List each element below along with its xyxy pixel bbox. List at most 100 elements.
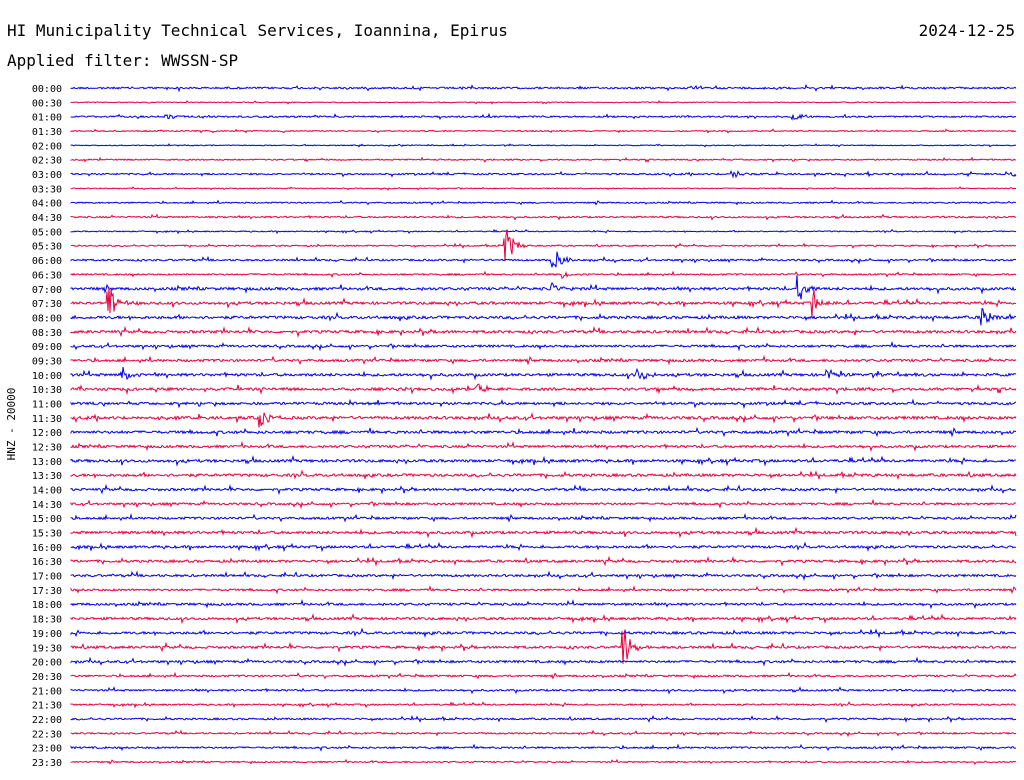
date-label: 2024-12-25 <box>919 21 1015 40</box>
row-time-label: 17:30 <box>32 586 62 597</box>
seismic-trace-row <box>70 627 1017 639</box>
seismic-trace-row <box>70 526 1017 539</box>
row-time-label: 03:00 <box>32 170 62 181</box>
row-time-label: 08:00 <box>32 313 62 324</box>
row-time-label: 18:30 <box>32 615 62 626</box>
seismic-trace-row <box>70 701 1017 709</box>
row-time-label: 13:00 <box>32 457 62 468</box>
row-time-label: 12:00 <box>32 428 62 439</box>
row-time-label: 15:30 <box>32 529 62 540</box>
row-time-label: 19:30 <box>32 643 62 654</box>
seismic-trace-row <box>70 383 1017 396</box>
seismic-trace-row <box>70 454 1016 467</box>
row-time-label: 11:00 <box>32 399 62 410</box>
row-time-label: 02:00 <box>32 141 62 152</box>
seismic-trace-row <box>70 270 1017 279</box>
row-time-label: 18:00 <box>32 600 62 611</box>
seismic-trace-row <box>70 758 1017 765</box>
row-time-label: 10:30 <box>32 385 62 396</box>
seismic-trace-row <box>70 169 1017 179</box>
seismic-trace-row <box>70 629 1017 664</box>
seismic-trace-row <box>70 142 1017 148</box>
row-time-label: 03:30 <box>32 184 62 195</box>
seismic-trace-row <box>70 498 1017 510</box>
row-time-label: 13:30 <box>32 471 62 482</box>
row-time-label: 01:00 <box>32 113 62 124</box>
row-time-label: 20:00 <box>32 658 62 669</box>
seismic-trace-row <box>70 398 1016 410</box>
row-time-label: 14:00 <box>32 486 62 497</box>
seismic-trace-row <box>70 512 1017 523</box>
row-time-label: 08:30 <box>32 328 62 339</box>
row-time-label: 21:30 <box>32 701 62 712</box>
row-time-label: 23:30 <box>32 758 62 769</box>
seismic-trace-row <box>70 743 1017 752</box>
row-time-label: 17:00 <box>32 572 62 583</box>
seismic-trace-row <box>70 251 1017 268</box>
seismic-trace-row <box>70 613 1017 625</box>
channel-axis-label: HNZ - 20000 <box>5 388 18 461</box>
row-time-label: 04:00 <box>32 199 62 210</box>
filter-label: Applied filter: WWSSN-SP <box>7 51 238 70</box>
seismic-trace-row <box>70 469 1017 481</box>
row-time-label: 05:30 <box>32 242 62 253</box>
row-time-label: 06:00 <box>32 256 62 267</box>
seismic-trace-row <box>70 274 1017 300</box>
seismic-trace-row <box>70 156 1017 163</box>
row-time-label: 12:30 <box>32 443 62 454</box>
seismic-trace-row <box>70 541 1017 553</box>
time-axis-labels: 00:00 00:30 01:00 01:30 02:00 02:30 03:00 03:30… <box>32 84 62 769</box>
seismic-trace-row <box>70 229 1017 262</box>
seismic-trace-row <box>70 112 1017 121</box>
seismic-trace-row <box>70 228 1017 235</box>
row-time-label: 05:00 <box>32 227 62 238</box>
seismic-trace-row <box>70 307 1017 326</box>
seismic-trace-row <box>70 671 1017 680</box>
seismic-trace-row <box>70 729 1017 738</box>
row-time-label: 20:30 <box>32 672 62 683</box>
seismic-trace-row <box>70 340 1017 352</box>
seismic-trace-row <box>70 570 1017 582</box>
row-time-label: 11:30 <box>32 414 62 425</box>
row-time-label: 14:30 <box>32 500 62 511</box>
seismic-trace-row <box>70 325 1017 338</box>
row-time-label: 10:00 <box>32 371 62 382</box>
seismic-trace-row <box>70 287 1017 318</box>
seismic-trace-row <box>70 83 1017 93</box>
seismic-trace-row <box>70 199 1017 206</box>
seismic-trace-row <box>70 484 1017 496</box>
seismic-trace-row <box>70 100 1017 105</box>
seismic-trace-row <box>70 440 1017 452</box>
row-time-label: 19:00 <box>32 629 62 640</box>
row-time-label: 00:30 <box>32 98 62 109</box>
row-time-label: 16:00 <box>32 543 62 554</box>
row-time-label: 06:30 <box>32 270 62 281</box>
seismic-trace-row <box>70 686 1017 695</box>
row-time-label: 15:00 <box>32 514 62 525</box>
seismic-trace-row <box>70 555 1017 567</box>
row-time-label: 04:30 <box>32 213 62 224</box>
row-time-label: 23:00 <box>32 744 62 755</box>
row-time-label: 22:30 <box>32 729 62 740</box>
row-time-label: 21:00 <box>32 686 62 697</box>
seismic-trace-row <box>70 585 1017 595</box>
seismic-trace-row <box>70 354 1017 366</box>
row-time-label: 01:30 <box>32 127 62 138</box>
seismic-trace-row <box>70 714 1017 724</box>
row-time-label: 09:30 <box>32 356 62 367</box>
row-time-label: 02:30 <box>32 156 62 167</box>
row-time-label: 09:00 <box>32 342 62 353</box>
row-time-label: 07:00 <box>32 285 62 296</box>
row-time-label: 16:30 <box>32 557 62 568</box>
seismic-trace-row <box>70 366 1016 381</box>
seismic-traces <box>70 83 1017 765</box>
seismic-trace-row <box>70 426 1017 438</box>
seismic-trace-row <box>70 412 1017 428</box>
seismic-trace-row <box>70 213 1017 221</box>
seismic-trace-row <box>70 656 1017 667</box>
row-time-label: 07:30 <box>32 299 62 310</box>
row-time-label: 22:00 <box>32 715 62 726</box>
station-title: HI Municipality Technical Services, Ioan… <box>7 21 508 40</box>
seismic-trace-row <box>70 128 1017 134</box>
